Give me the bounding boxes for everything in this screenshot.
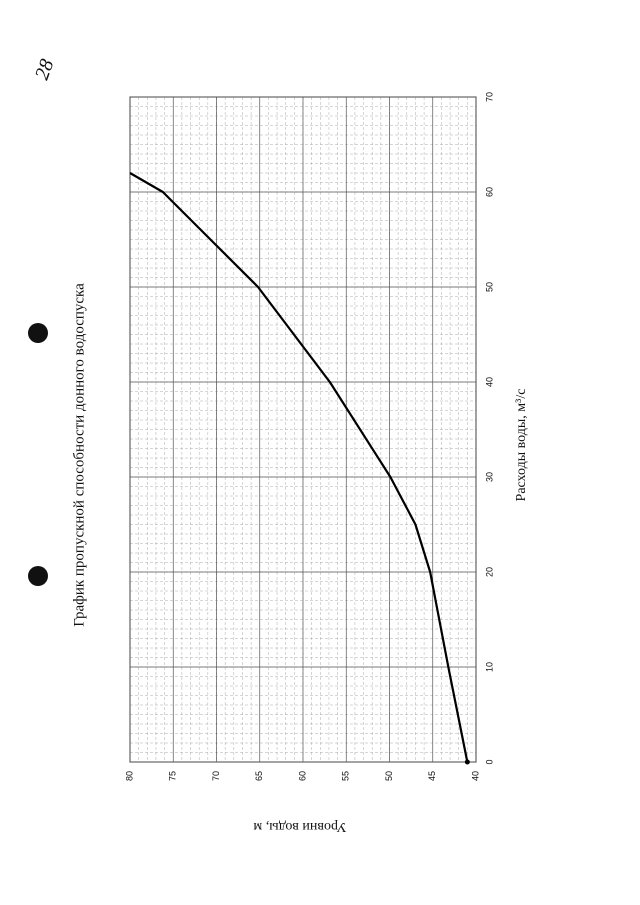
punch-hole <box>28 566 48 586</box>
y-tick-label: 50 <box>384 771 394 781</box>
x-tick-label: 70 <box>484 92 494 102</box>
y-tick-label: 65 <box>254 771 264 781</box>
punch-hole <box>28 323 48 343</box>
y-tick-label: 40 <box>470 771 480 781</box>
x-tick-label: 10 <box>484 662 494 672</box>
x-tick-label: 0 <box>484 759 494 764</box>
x-tick-label: 40 <box>484 377 494 387</box>
y-axis-label: Уровни воды, м <box>253 819 346 834</box>
y-tick-label: 80 <box>124 771 134 781</box>
x-tick-label: 60 <box>484 187 494 197</box>
x-axis-label: Расходы воды, м³/с <box>514 389 529 502</box>
y-tick-label: 45 <box>427 771 437 781</box>
y-tick-label: 60 <box>297 771 307 781</box>
data-line <box>129 172 469 763</box>
y-tick-label: 70 <box>211 771 221 781</box>
y-tick-label: 75 <box>168 771 178 781</box>
x-tick-label: 50 <box>484 282 494 292</box>
x-tick-label: 20 <box>484 567 494 577</box>
plot: 0 10 20 30 40 50 60 70 40 45 50 55 60 65 70 75 80 График … <box>71 92 529 834</box>
y-tick-label: 55 <box>341 771 351 781</box>
start-point <box>464 759 470 765</box>
chart-title: График пропускной способности донного во… <box>71 283 87 627</box>
x-tick-label: 30 <box>484 472 494 482</box>
